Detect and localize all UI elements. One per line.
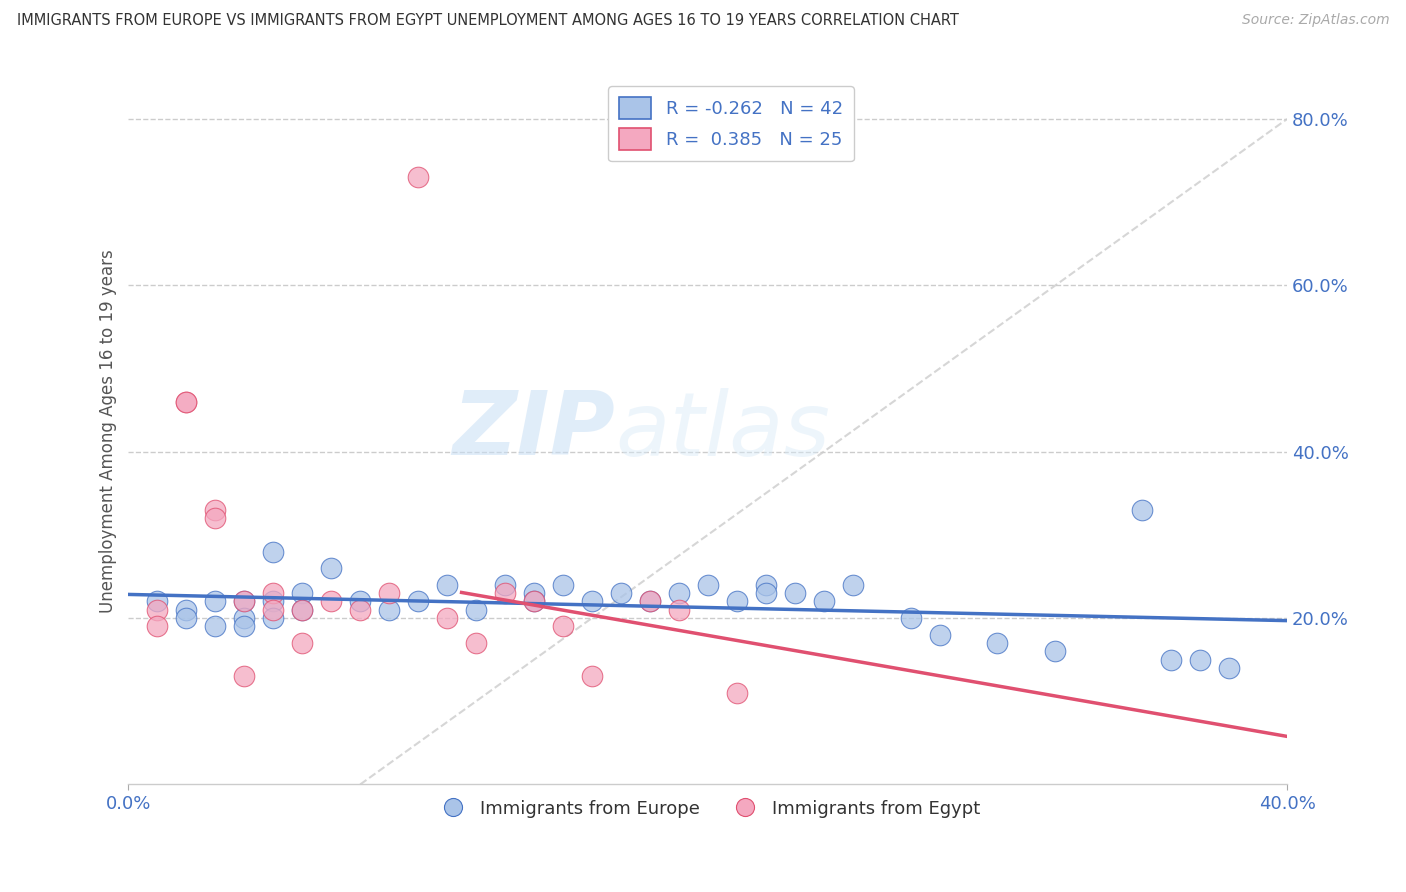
Point — [1130, 503, 1153, 517]
Point — [146, 594, 169, 608]
Point — [349, 603, 371, 617]
Point — [551, 619, 574, 633]
Point — [406, 594, 429, 608]
Point — [378, 586, 401, 600]
Point — [204, 503, 226, 517]
Point — [146, 619, 169, 633]
Point — [668, 603, 690, 617]
Text: IMMIGRANTS FROM EUROPE VS IMMIGRANTS FROM EGYPT UNEMPLOYMENT AMONG AGES 16 TO 19: IMMIGRANTS FROM EUROPE VS IMMIGRANTS FRO… — [17, 13, 959, 29]
Point — [406, 170, 429, 185]
Point — [436, 611, 458, 625]
Point — [233, 619, 256, 633]
Point — [176, 394, 198, 409]
Point — [610, 586, 633, 600]
Y-axis label: Unemployment Among Ages 16 to 19 years: Unemployment Among Ages 16 to 19 years — [100, 249, 117, 613]
Point — [1045, 644, 1067, 658]
Point — [900, 611, 922, 625]
Point — [262, 594, 284, 608]
Point — [813, 594, 835, 608]
Point — [233, 594, 256, 608]
Point — [551, 578, 574, 592]
Point — [204, 511, 226, 525]
Point — [668, 586, 690, 600]
Point — [262, 544, 284, 558]
Point — [1160, 653, 1182, 667]
Point — [928, 628, 950, 642]
Point — [291, 636, 314, 650]
Point — [725, 594, 748, 608]
Point — [262, 586, 284, 600]
Point — [146, 603, 169, 617]
Point — [349, 594, 371, 608]
Point — [291, 586, 314, 600]
Point — [436, 578, 458, 592]
Point — [523, 594, 546, 608]
Point — [638, 594, 661, 608]
Point — [378, 603, 401, 617]
Point — [176, 394, 198, 409]
Point — [176, 611, 198, 625]
Point — [1218, 661, 1240, 675]
Point — [233, 611, 256, 625]
Point — [494, 578, 516, 592]
Point — [204, 619, 226, 633]
Legend: Immigrants from Europe, Immigrants from Egypt: Immigrants from Europe, Immigrants from … — [427, 792, 988, 825]
Point — [233, 594, 256, 608]
Text: Source: ZipAtlas.com: Source: ZipAtlas.com — [1241, 13, 1389, 28]
Point — [755, 586, 778, 600]
Point — [233, 669, 256, 683]
Point — [262, 611, 284, 625]
Point — [465, 603, 488, 617]
Point — [291, 603, 314, 617]
Point — [581, 669, 603, 683]
Point — [696, 578, 718, 592]
Point — [494, 586, 516, 600]
Point — [638, 594, 661, 608]
Point — [204, 594, 226, 608]
Point — [321, 594, 343, 608]
Point — [176, 603, 198, 617]
Point — [1189, 653, 1212, 667]
Point — [465, 636, 488, 650]
Point — [291, 603, 314, 617]
Point — [986, 636, 1008, 650]
Point — [783, 586, 806, 600]
Point — [725, 686, 748, 700]
Point — [523, 594, 546, 608]
Point — [755, 578, 778, 592]
Point — [523, 586, 546, 600]
Point — [321, 561, 343, 575]
Text: ZIP: ZIP — [453, 387, 614, 475]
Point — [262, 603, 284, 617]
Point — [841, 578, 863, 592]
Point — [581, 594, 603, 608]
Text: atlas: atlas — [614, 388, 830, 474]
